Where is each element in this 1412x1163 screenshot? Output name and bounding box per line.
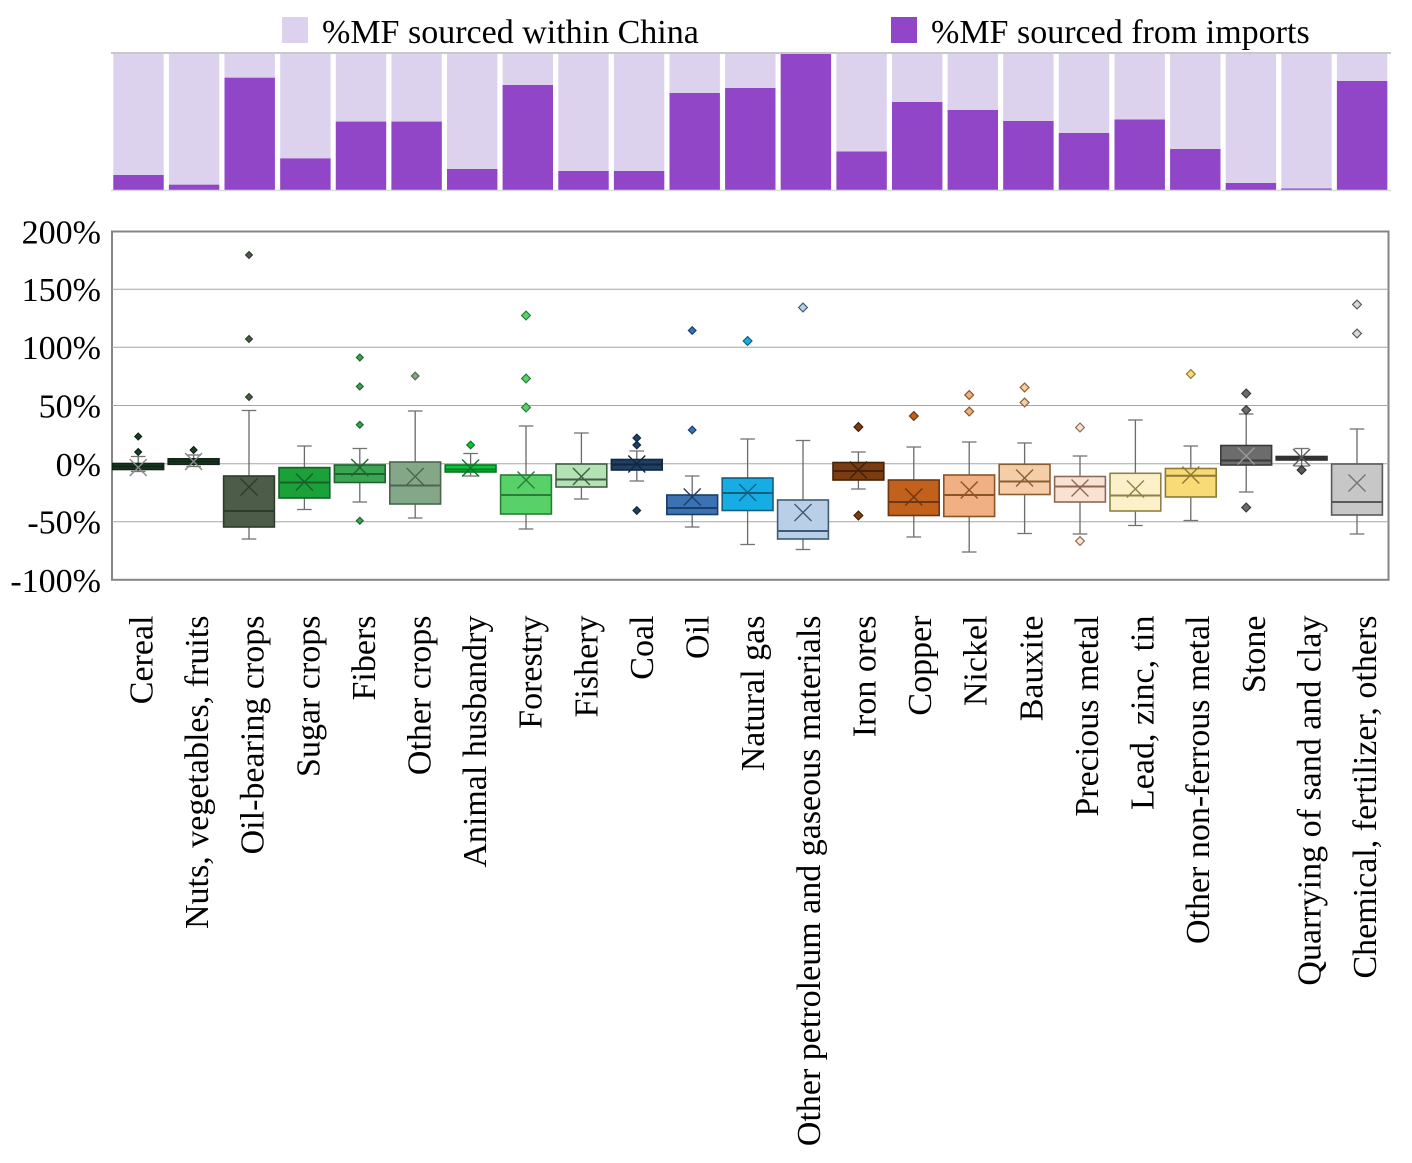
svg-text:Stone: Stone (1236, 616, 1273, 693)
svg-text:Animal husbandry: Animal husbandry (457, 616, 494, 868)
svg-text:Precious metal: Precious metal (1069, 616, 1106, 817)
svg-text:0%: 0% (56, 447, 101, 484)
svg-text:%MF sourced within China: %MF sourced within China (322, 14, 699, 51)
svg-text:Other petroleum and gaseous ma: Other petroleum and gaseous materials (791, 616, 828, 1147)
svg-text:Other non-ferrous metal: Other non-ferrous metal (1180, 616, 1217, 945)
svg-text:Nuts, vegetables, fruits: Nuts, vegetables, fruits (179, 616, 216, 930)
svg-text:Nickel: Nickel (958, 616, 995, 707)
svg-text:Oil-bearing crops: Oil-bearing crops (235, 616, 272, 855)
svg-text:Other crops: Other crops (402, 616, 439, 776)
svg-text:Bauxite: Bauxite (1013, 616, 1050, 722)
svg-text:Forestry: Forestry (513, 616, 550, 729)
svg-text:Oil: Oil (680, 616, 717, 659)
svg-text:-100%: -100% (10, 563, 101, 600)
svg-text:Coal: Coal (624, 616, 661, 680)
svg-text:150%: 150% (22, 272, 101, 309)
svg-text:Fibers: Fibers (346, 616, 383, 701)
svg-text:50%: 50% (39, 389, 101, 426)
svg-text:Natural gas: Natural gas (735, 616, 772, 772)
svg-text:Sugar crops: Sugar crops (290, 616, 327, 777)
svg-text:Chemical, fertilizer, others: Chemical, fertilizer, others (1347, 616, 1384, 979)
svg-text:Copper: Copper (902, 615, 939, 716)
svg-text:100%: 100% (22, 330, 101, 367)
svg-text:Fishery: Fishery (568, 616, 605, 718)
svg-text:Lead, zinc, tin: Lead, zinc, tin (1125, 616, 1162, 810)
svg-text:Quarrying of sand and clay: Quarrying of sand and clay (1291, 616, 1328, 986)
svg-text:200%: 200% (22, 215, 101, 252)
svg-text:Iron ores: Iron ores (847, 616, 884, 738)
svg-text:%MF sourced from imports: %MF sourced from imports (931, 14, 1310, 51)
svg-text:-50%: -50% (27, 505, 101, 542)
svg-text:Cereal: Cereal (123, 616, 160, 705)
